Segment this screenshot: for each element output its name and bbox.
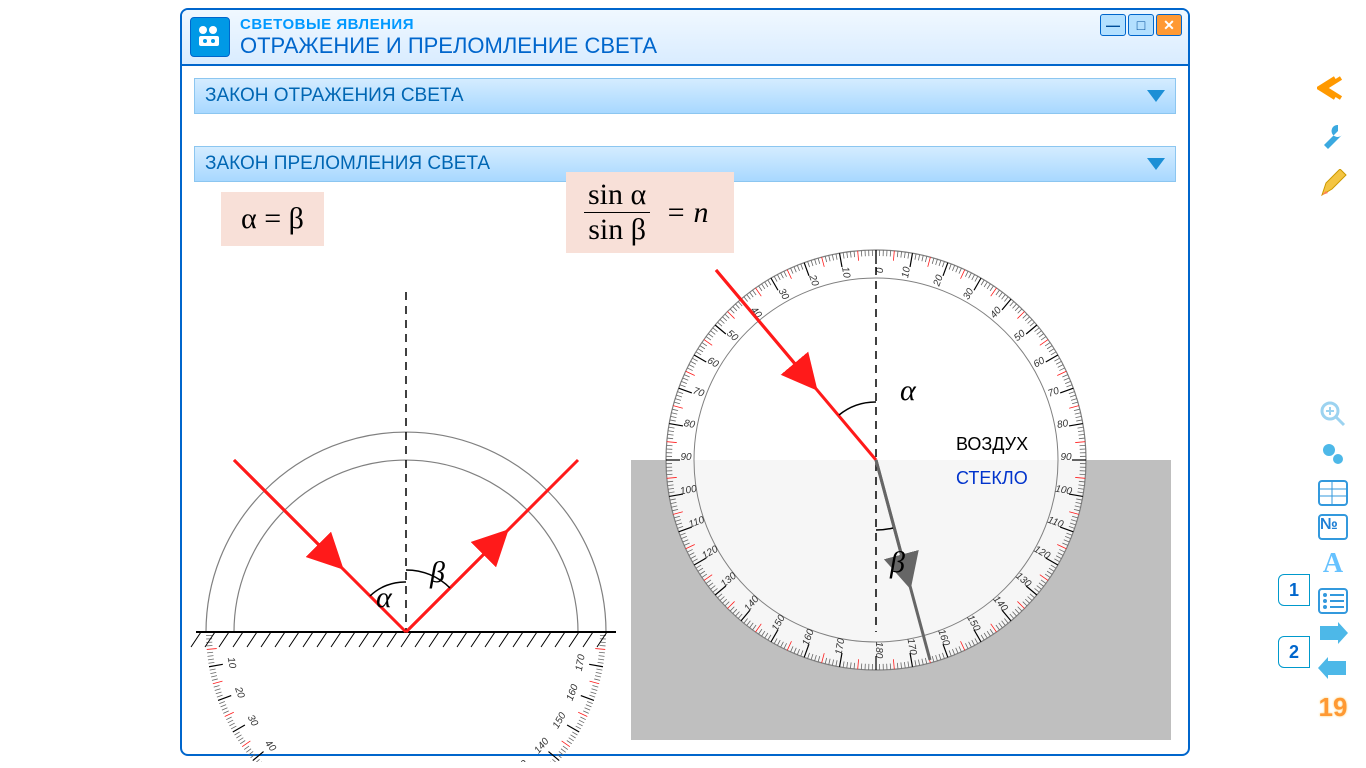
chevron-down-icon: [1147, 158, 1165, 170]
section-refraction-label: ЗАКОН ПРЕЛОМЛЕНИЯ СВЕТА: [205, 153, 490, 175]
page-tab-2[interactable]: 2: [1278, 636, 1310, 668]
alpha-label-right: α: [900, 374, 917, 407]
app-window: СВЕТОВЫЕ ЯВЛЕНИЯ ОТРАЖЕНИЕ И ПРЕЛОМЛЕНИЕ…: [180, 8, 1190, 756]
pencil-icon[interactable]: [1315, 166, 1351, 202]
formula-denominator: sin β: [584, 213, 650, 247]
maximize-button[interactable]: □: [1128, 14, 1154, 36]
beta-label-right: β: [889, 546, 905, 579]
zoom-icon[interactable]: [1319, 400, 1347, 433]
svg-text:90: 90: [680, 452, 692, 463]
air-label: ВОЗДУХ: [956, 434, 1028, 454]
svg-text:50: 50: [284, 760, 300, 762]
alpha-label-left: α: [376, 581, 393, 614]
section-reflection[interactable]: ЗАКОН ОТРАЖЕНИЯ СВЕТА: [194, 78, 1176, 114]
content-area: ЗАКОН ОТРАЖЕНИЯ СВЕТА ЗАКОН ПРЕЛОМЛЕНИЯ …: [186, 72, 1184, 750]
wrench-icon[interactable]: [1315, 118, 1351, 154]
svg-text:30: 30: [245, 713, 260, 729]
top-toolbar: [1310, 70, 1356, 202]
section-reflection-label: ЗАКОН ОТРАЖЕНИЯ СВЕТА: [205, 85, 464, 107]
svg-text:0: 0: [873, 267, 884, 273]
table-icon[interactable]: [1318, 480, 1348, 506]
number-icon[interactable]: №: [1318, 514, 1348, 540]
svg-text:180: 180: [873, 642, 884, 659]
topic-title: СВЕТОВЫЕ ЯВЛЕНИЯ: [240, 16, 657, 33]
svg-text:40: 40: [262, 738, 278, 754]
page-number: 19: [1319, 692, 1348, 723]
svg-text:130: 130: [510, 758, 530, 762]
svg-text:170: 170: [574, 653, 588, 672]
list-icon[interactable]: [1318, 588, 1348, 614]
svg-text:140: 140: [532, 736, 551, 756]
chevron-down-icon: [1147, 90, 1165, 102]
next-arrow-icon[interactable]: [1318, 622, 1348, 649]
formula-rhs: = n: [666, 196, 709, 229]
formula-numerator: sin α: [584, 178, 650, 213]
page-tab-1[interactable]: 1: [1278, 574, 1310, 606]
svg-text:20: 20: [232, 685, 247, 701]
formula-reflection-text: α = β: [241, 202, 304, 235]
svg-text:10: 10: [225, 656, 238, 669]
page-title: ОТРАЖЕНИЕ И ПРЕЛОМЛЕНИЕ СВЕТА: [240, 33, 657, 59]
svg-text:150: 150: [551, 710, 569, 730]
bottom-toolbar: № A 19: [1310, 400, 1356, 723]
formula-refraction: sin α sin β = n: [566, 172, 734, 253]
prev-arrow-icon[interactable]: [1318, 657, 1348, 684]
minimize-button[interactable]: —: [1100, 14, 1126, 36]
font-icon[interactable]: A: [1323, 548, 1343, 580]
close-button[interactable]: ✕: [1156, 14, 1182, 36]
back-icon[interactable]: [1315, 70, 1351, 106]
app-icon: [190, 17, 230, 57]
settings-icon[interactable]: [1320, 441, 1346, 472]
beta-label-left: β: [429, 556, 445, 589]
svg-text:90: 90: [1060, 452, 1072, 463]
glass-label: СТЕКЛО: [956, 468, 1028, 488]
diagram-area: 1020304050607080901001101201301401501601…: [186, 202, 1184, 750]
formula-reflection: α = β: [221, 192, 324, 246]
titlebar: СВЕТОВЫЕ ЯВЛЕНИЯ ОТРАЖЕНИЕ И ПРЕЛОМЛЕНИЕ…: [182, 10, 1188, 66]
svg-text:160: 160: [565, 683, 581, 703]
diagram-svg: 1020304050607080901001101201301401501601…: [186, 202, 1186, 762]
